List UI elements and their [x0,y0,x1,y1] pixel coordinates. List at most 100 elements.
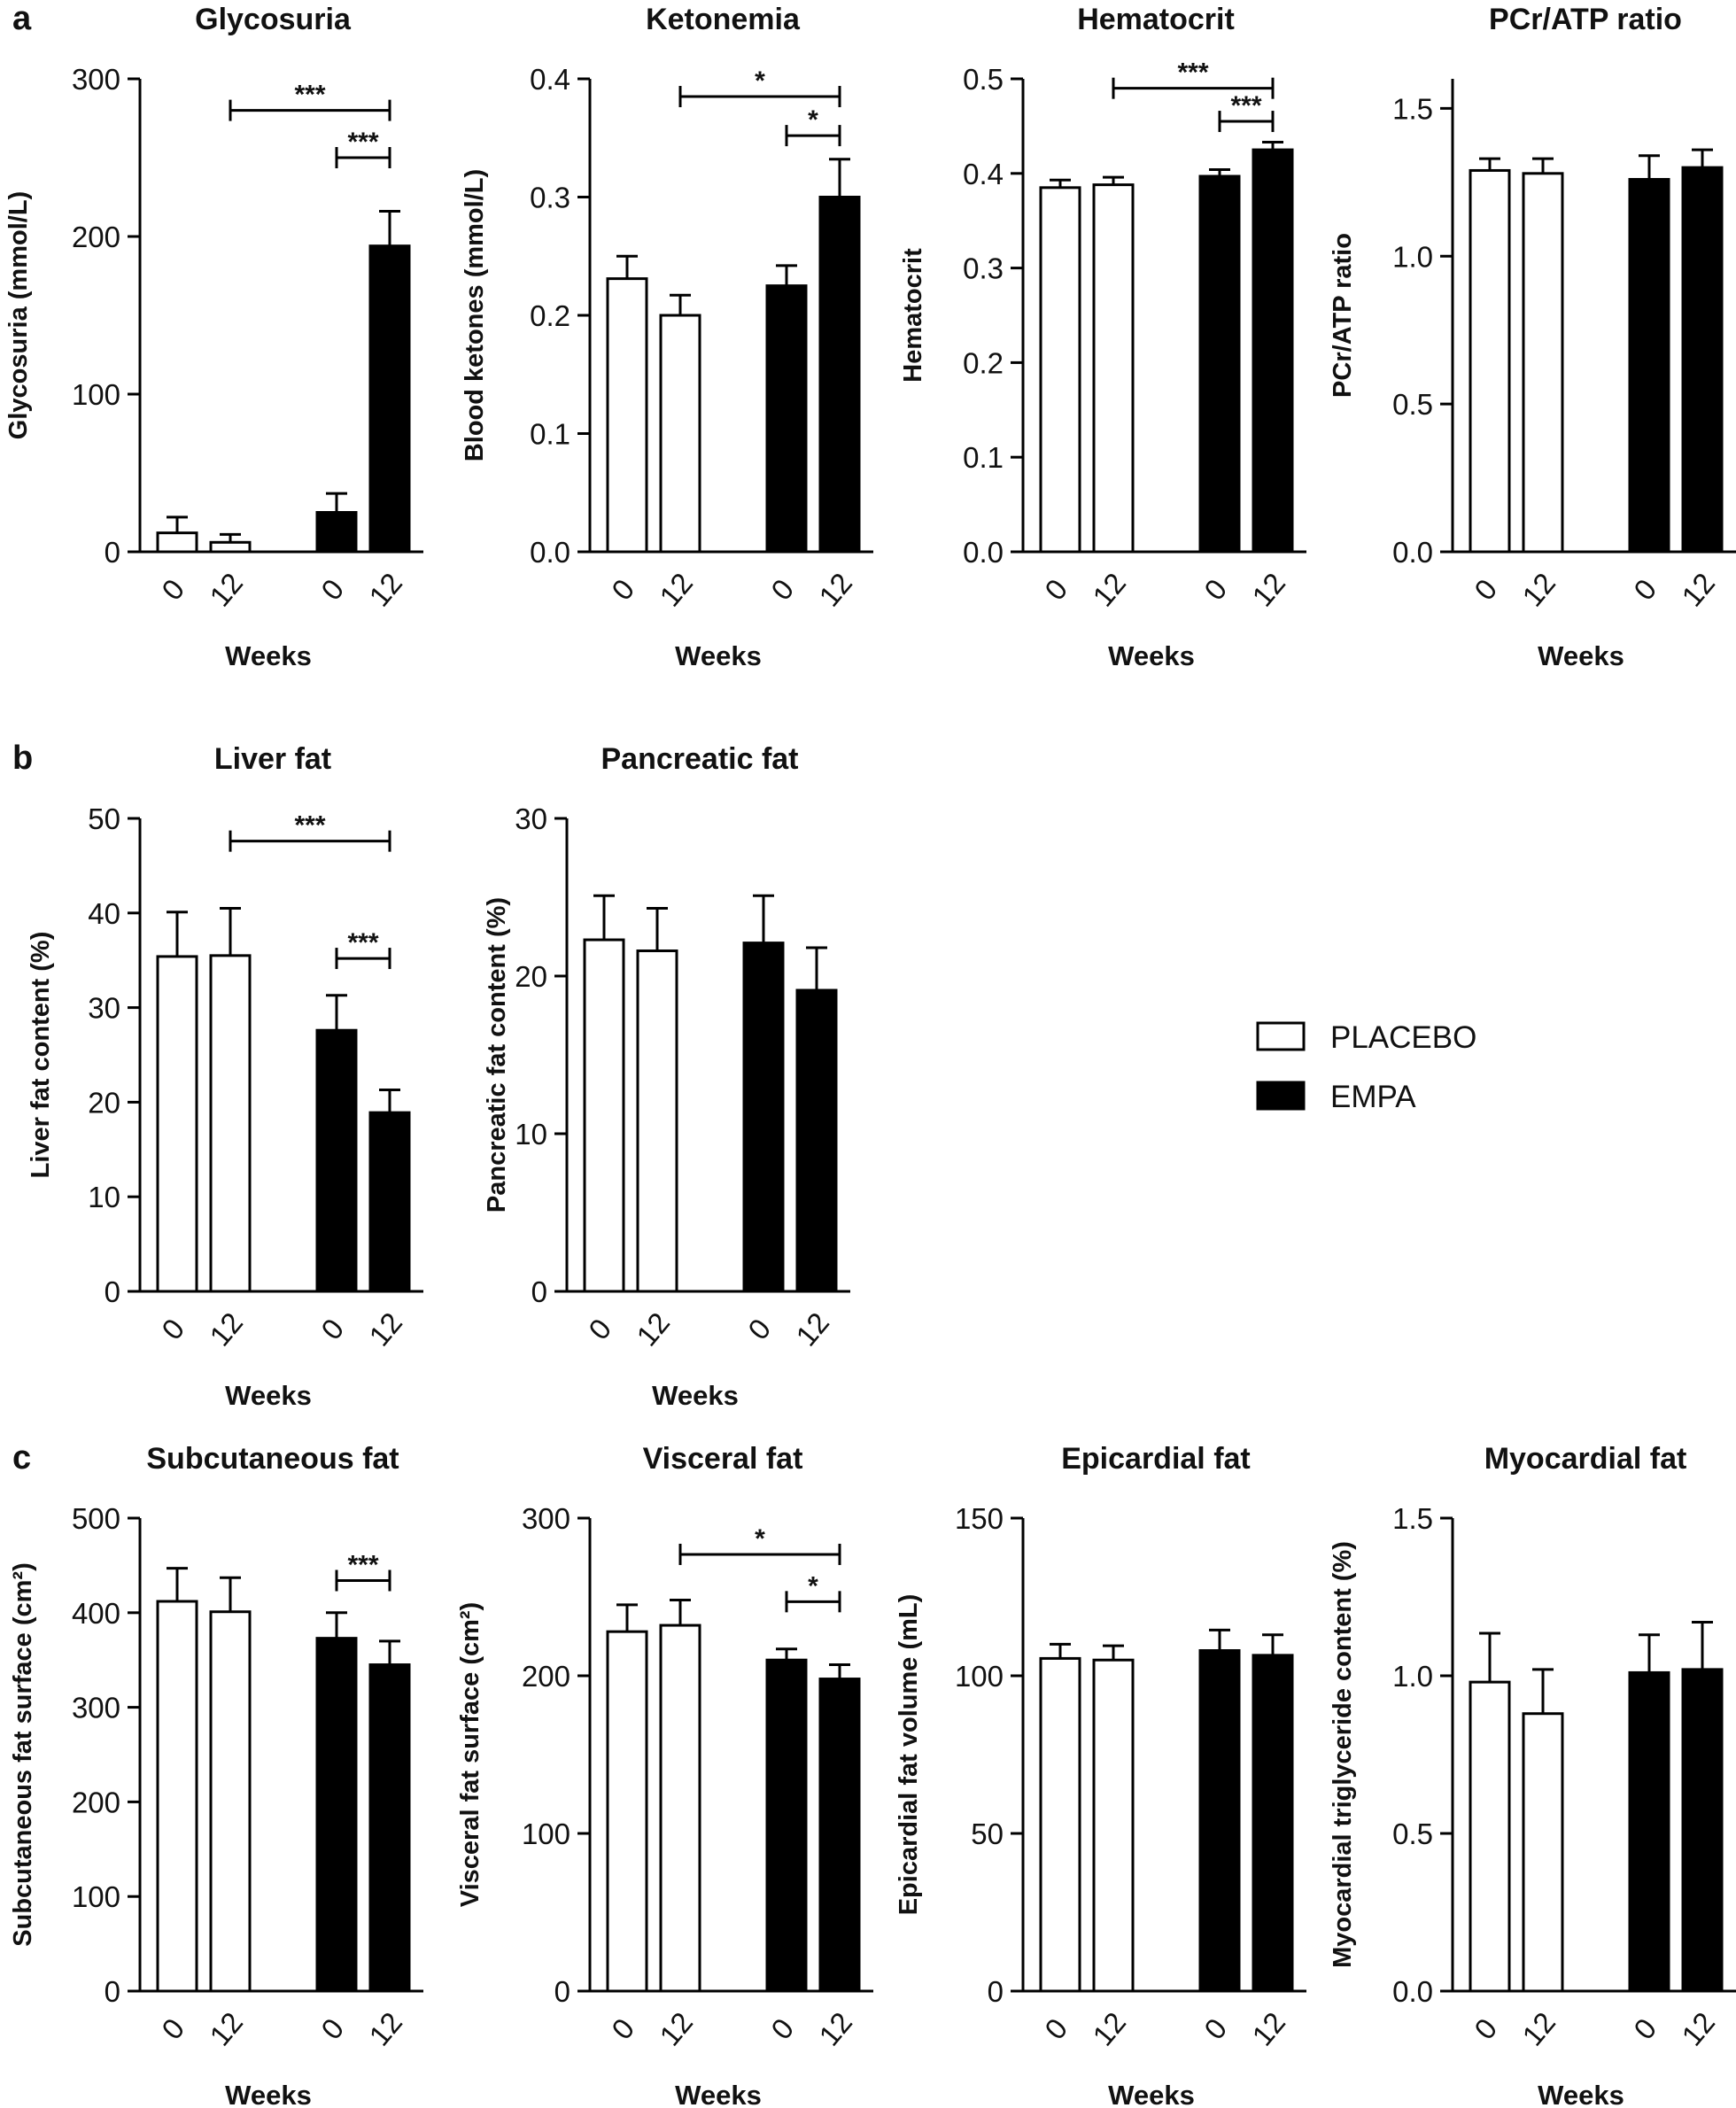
x-tick-label: 12 [362,567,408,613]
bar-placebo-week-0 [583,938,625,1293]
chart-title: Pancreatic fat [601,742,799,776]
y-axis-label: Subcutaneous fat surface (cm²) [9,1562,37,1946]
x-axis-label: Weeks [225,1380,312,1411]
y-tick-label: 100 [522,1817,570,1850]
chart-title: Myocardial fat [1484,1442,1687,1476]
bar-empa-week-12 [368,244,411,554]
x-tick-label: 12 [812,2006,858,2052]
chart-title: PCr/ATP ratio [1489,3,1682,36]
chart-title: Liver fat [214,742,331,776]
y-tick-label: 0.5 [1392,388,1433,421]
y-tick-label: 10 [88,1181,120,1213]
chart-title: Glycosuria [195,3,352,36]
y-tick-label: 400 [72,1597,120,1630]
bar-placebo-week-12 [636,949,678,1293]
x-tick-label: 12 [1086,2006,1132,2052]
y-tick-label: 200 [72,1786,120,1818]
bar-empa-week-0 [1198,1649,1241,1993]
significance-label: * [808,105,818,135]
y-tick-label: 50 [88,802,120,835]
x-axis-label: Weeks [652,1380,739,1411]
x-tick-label: 0 [155,1313,190,1346]
y-axis-label: Epicardial fat volume (mL) [895,1594,923,1916]
y-axis-label: Liver fat content (%) [27,932,55,1179]
y-tick-label: 500 [72,1502,120,1535]
bar-empa-week-12 [795,988,838,1293]
x-tick-label: 0 [605,573,640,607]
chart-title: Hematocrit [1077,3,1235,36]
chart-panel-6: Pancreatic fat 0 10 20 30 Pancreatic fat cont… [483,742,850,1411]
y-tick-label: 0.5 [963,63,1004,96]
chart-title: Visceral fat [643,1442,803,1476]
bar-placebo-week-0 [606,1630,648,1993]
y-tick-label: 1.5 [1392,1502,1433,1535]
x-tick-label: 0 [582,1313,617,1346]
x-tick-label: 0 [1468,2012,1503,2046]
y-tick-label: 0 [988,1975,1004,2008]
x-tick-label: 0 [764,2012,800,2046]
y-tick-label: 30 [88,992,120,1025]
y-tick-label: 50 [971,1817,1004,1850]
legend-label-placebo: PLACEBO [1330,1020,1476,1055]
y-tick-label: 100 [72,378,120,411]
x-tick-label: 12 [1515,567,1562,613]
bar-empa-week-0 [765,1658,808,1993]
y-tick-label: 300 [72,1692,120,1724]
chart-panel-8: Visceral fat 0 100 200 300 Visceral fat surfa… [456,1442,873,2108]
chart-title: Ketonemia [646,3,801,36]
y-tick-label: 0.2 [530,299,570,332]
x-tick-label: 12 [630,1306,676,1352]
significance-label: *** [294,811,325,841]
bar-empa-week-12 [368,1111,411,1293]
y-tick-label: 300 [522,1502,570,1535]
bar-placebo-week-0 [156,955,198,1293]
y-axis-label: Pancreatic fat content (%) [483,897,511,1213]
x-tick-label: 0 [314,573,350,607]
legend-swatch-placebo [1256,1021,1306,1051]
x-tick-label: 0 [314,2012,350,2046]
bar-placebo-week-0 [1039,186,1081,554]
bar-empa-week-0 [1628,1670,1670,1993]
bar-placebo-week-12 [1522,1712,1564,1993]
bar-placebo-week-0 [606,277,648,554]
bar-empa-week-0 [315,511,358,554]
significance-label: *** [1230,91,1261,120]
y-tick-label: 100 [955,1660,1004,1693]
y-tick-label: 40 [88,897,120,930]
x-axis-label: Weeks [675,640,762,671]
x-tick-label: 0 [1197,2012,1233,2046]
x-tick-label: 12 [362,2006,408,2052]
y-tick-label: 0.0 [963,536,1004,569]
bar-empa-week-12 [1681,166,1724,554]
y-tick-label: 0.0 [1392,1975,1433,2008]
bar-empa-week-0 [315,1637,358,1993]
x-tick-label: 0 [1197,573,1233,607]
y-tick-label: 20 [88,1086,120,1119]
y-tick-label: 0 [105,536,120,569]
x-axis-label: Weeks [675,2080,762,2108]
y-tick-label: 0 [105,1975,120,2008]
bar-empa-week-0 [1198,174,1241,554]
bar-empa-week-0 [1628,177,1670,554]
y-tick-label: 0 [554,1975,570,2008]
chart-panel-9: Epicardial fat 0 50 100 150 Epicardial fat vo… [895,1442,1306,2108]
chart-title: Subcutaneous fat [146,1442,399,1476]
x-tick-label: 0 [155,2012,190,2046]
x-axis-label: Weeks [1108,640,1195,671]
bar-empa-week-0 [315,1028,358,1293]
y-tick-label: 0.2 [963,346,1004,379]
y-tick-label: 30 [515,802,547,835]
x-tick-label: 12 [1675,2006,1721,2052]
x-tick-label: 0 [1627,2012,1662,2046]
x-tick-label: 0 [741,1313,777,1346]
x-tick-label: 0 [1038,2012,1073,2046]
bar-empa-week-0 [742,942,785,1293]
significance-label: * [808,1571,818,1600]
y-tick-label: 1.0 [1392,1660,1433,1693]
x-axis-label: Weeks [1538,2080,1624,2108]
bar-empa-week-12 [818,1678,861,1993]
bar-placebo-week-0 [156,531,198,554]
x-tick-label: 12 [362,1306,408,1352]
y-tick-label: 0.4 [963,158,1004,190]
